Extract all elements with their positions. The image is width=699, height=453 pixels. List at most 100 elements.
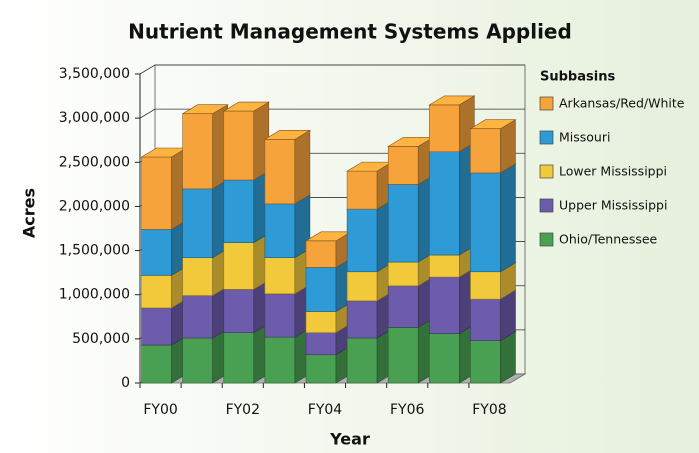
bar-top <box>428 95 476 106</box>
bar-front <box>264 293 296 338</box>
bar-front <box>141 229 172 276</box>
legend-swatch <box>539 164 554 179</box>
legend-swatch <box>539 198 554 213</box>
bar-segment <box>387 136 435 185</box>
bar-front <box>429 104 460 152</box>
bar-segment <box>346 161 394 210</box>
x-tick-label: FY06 <box>390 402 425 418</box>
x-tick-label: FY04 <box>308 402 343 418</box>
y-tick-label: 3,500,000 <box>59 66 130 82</box>
bar-segment <box>428 95 476 153</box>
bar-front <box>429 151 460 256</box>
legend-label: Ohio/Tennessee <box>559 232 658 247</box>
x-axis-label: Year <box>329 430 370 449</box>
bar-front <box>182 188 213 258</box>
y-tick-label: 0 <box>121 375 130 391</box>
y-tick-label: 1,000,000 <box>59 287 130 303</box>
bar-front <box>223 289 255 333</box>
bar-front <box>346 300 378 339</box>
bar-front <box>182 113 213 190</box>
bar-top <box>263 130 311 140</box>
bar-front <box>264 336 296 384</box>
legend-label: Upper Mississippi <box>559 198 667 213</box>
bar-front <box>264 257 296 295</box>
bar-segment <box>469 289 517 342</box>
grid-line <box>139 108 525 119</box>
legend-label: Arkansas/Red/White <box>559 96 685 111</box>
bar-segment <box>263 194 311 259</box>
bar-front <box>346 337 378 384</box>
y-tick-label: 2,500,000 <box>59 154 130 170</box>
bar-front <box>264 139 296 205</box>
bar-segment <box>469 119 517 174</box>
bar-front <box>470 298 501 341</box>
bar-front <box>429 333 460 384</box>
bar-segment <box>181 179 229 259</box>
bar-segment <box>469 163 517 273</box>
x-tick-label: FY00 <box>143 402 177 418</box>
y-axis-label: Acres <box>20 188 39 238</box>
bar-front <box>141 156 172 230</box>
bar-front <box>387 285 419 328</box>
legend-swatch <box>539 232 554 247</box>
bar-top <box>469 119 517 130</box>
bar-segment <box>387 174 435 263</box>
legend-swatch <box>539 96 554 111</box>
bar-front <box>387 146 419 185</box>
bar-front <box>141 344 172 384</box>
bar-front <box>346 271 378 302</box>
legend-label: Missouri <box>559 130 610 145</box>
bar-segment <box>428 142 476 256</box>
bar-front <box>470 172 501 273</box>
bar-front <box>182 295 213 339</box>
bar-front <box>305 354 337 384</box>
chart-title: Nutrient Management Systems Applied <box>128 20 572 44</box>
bar-segment <box>181 104 229 190</box>
bar-segment <box>222 101 270 181</box>
bar-segment <box>222 170 270 244</box>
bar-top <box>181 104 229 115</box>
bar-segment <box>428 267 476 335</box>
bar-segment <box>346 199 394 273</box>
bar-front <box>223 332 255 384</box>
bar-front <box>470 271 501 300</box>
legend-title: Subbasins <box>540 70 615 85</box>
bar-front <box>141 274 172 309</box>
bar-front <box>429 254 460 278</box>
legend-label: Lower Mississippi <box>559 164 667 179</box>
bar-side <box>294 129 311 205</box>
bar-front <box>346 170 378 210</box>
y-tick-label: 500,000 <box>72 331 130 347</box>
y-tick-label: 1,500,000 <box>59 243 130 259</box>
bar-front <box>223 110 255 181</box>
bar-front <box>305 332 337 356</box>
x-tick-label: FY08 <box>472 402 506 418</box>
bar-segment <box>304 231 353 268</box>
bar-front <box>223 242 255 290</box>
bar-front <box>387 261 419 287</box>
bar-front <box>264 203 296 258</box>
bar-front <box>346 208 378 273</box>
bar-front <box>141 307 172 346</box>
bar-front <box>182 257 213 296</box>
bar-front <box>223 179 255 243</box>
bar-front <box>305 240 337 268</box>
y-tick-label: 2,000,000 <box>59 198 130 214</box>
bar-front <box>429 276 460 334</box>
bar-front <box>470 128 501 174</box>
grid-line <box>139 64 525 75</box>
bar-front <box>305 267 337 312</box>
bar-segment <box>140 147 188 230</box>
bar-segment <box>387 317 435 384</box>
bar-segment <box>263 129 311 205</box>
x-tick-label: FY02 <box>226 402 260 418</box>
legend-swatch <box>539 130 554 145</box>
bar-front <box>387 184 419 263</box>
bar-front <box>305 311 337 333</box>
bar-front <box>182 337 213 384</box>
y-tick-label: 3,000,000 <box>59 110 130 126</box>
bar-front <box>387 327 419 384</box>
bar-top <box>222 101 270 112</box>
bar-side <box>500 163 516 273</box>
